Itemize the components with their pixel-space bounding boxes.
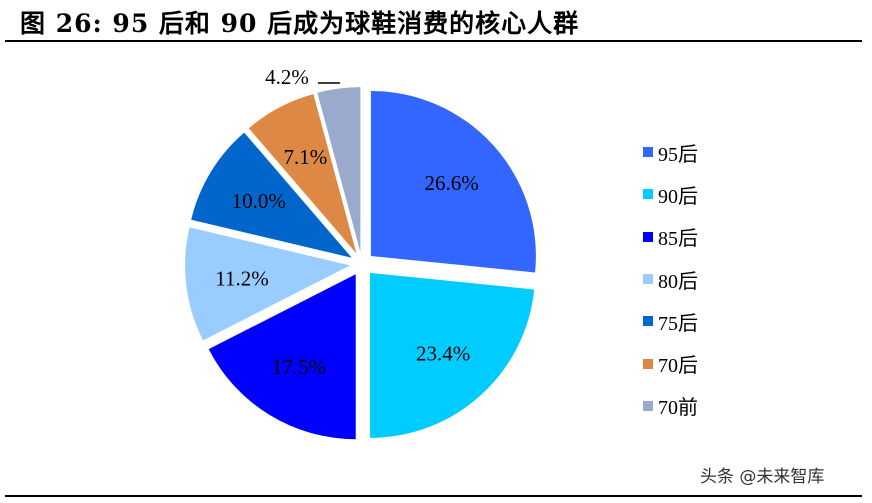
pie-slices bbox=[185, 87, 536, 440]
pie-slice bbox=[191, 132, 352, 258]
legend-swatch bbox=[643, 274, 653, 285]
legend-item: 95后 bbox=[643, 131, 698, 173]
legend-label: 95后 bbox=[658, 143, 698, 166]
legend-item: 90后 bbox=[643, 173, 698, 215]
legend-swatch bbox=[643, 400, 653, 411]
legend-swatch bbox=[643, 358, 653, 369]
legend-item: 70后 bbox=[643, 342, 698, 384]
legend: 95后 90后 85后 80后 75后 70后 70前 bbox=[643, 131, 698, 427]
legend-label: 70后 bbox=[658, 355, 698, 378]
slice-label: 11.2% bbox=[215, 266, 268, 290]
slice-label: 7.1% bbox=[284, 145, 328, 169]
legend-swatch bbox=[643, 147, 653, 158]
slice-label: 4.2% bbox=[265, 65, 309, 89]
slice-label: 26.6% bbox=[425, 171, 479, 195]
legend-item: 80后 bbox=[643, 258, 698, 300]
bottom-divider bbox=[5, 495, 862, 497]
legend-swatch bbox=[643, 189, 653, 200]
legend-label: 90后 bbox=[658, 185, 698, 208]
slice-label: 17.5% bbox=[272, 355, 326, 379]
chart-title: 图 26: 95 后和 90 后成为球鞋消费的核心人群 bbox=[20, 9, 580, 38]
legend-swatch bbox=[643, 316, 653, 327]
legend-label: 85后 bbox=[658, 228, 698, 251]
legend-label: 80后 bbox=[658, 270, 698, 293]
legend-label: 70前 bbox=[658, 397, 698, 420]
legend-label: 75后 bbox=[658, 312, 698, 335]
slice-label: 10.0% bbox=[232, 189, 286, 213]
watermark: 头条 @未来智库 bbox=[700, 467, 825, 487]
pie-slice bbox=[317, 87, 361, 253]
legend-item: 75后 bbox=[643, 300, 698, 342]
pie-slice bbox=[248, 94, 357, 254]
legend-item: 70前 bbox=[643, 385, 698, 427]
pie-labels: 26.6% 23.4% 17.5% 11.2% 10.0% 7.1% 4.2% bbox=[215, 65, 479, 379]
pie-slice bbox=[208, 274, 356, 440]
top-divider bbox=[5, 40, 862, 42]
pie-slice bbox=[370, 90, 536, 273]
legend-item: 85后 bbox=[643, 216, 698, 258]
pie-slice bbox=[370, 272, 535, 438]
pie-slice bbox=[185, 227, 351, 341]
legend-swatch bbox=[643, 231, 653, 242]
slice-label: 23.4% bbox=[416, 342, 470, 366]
